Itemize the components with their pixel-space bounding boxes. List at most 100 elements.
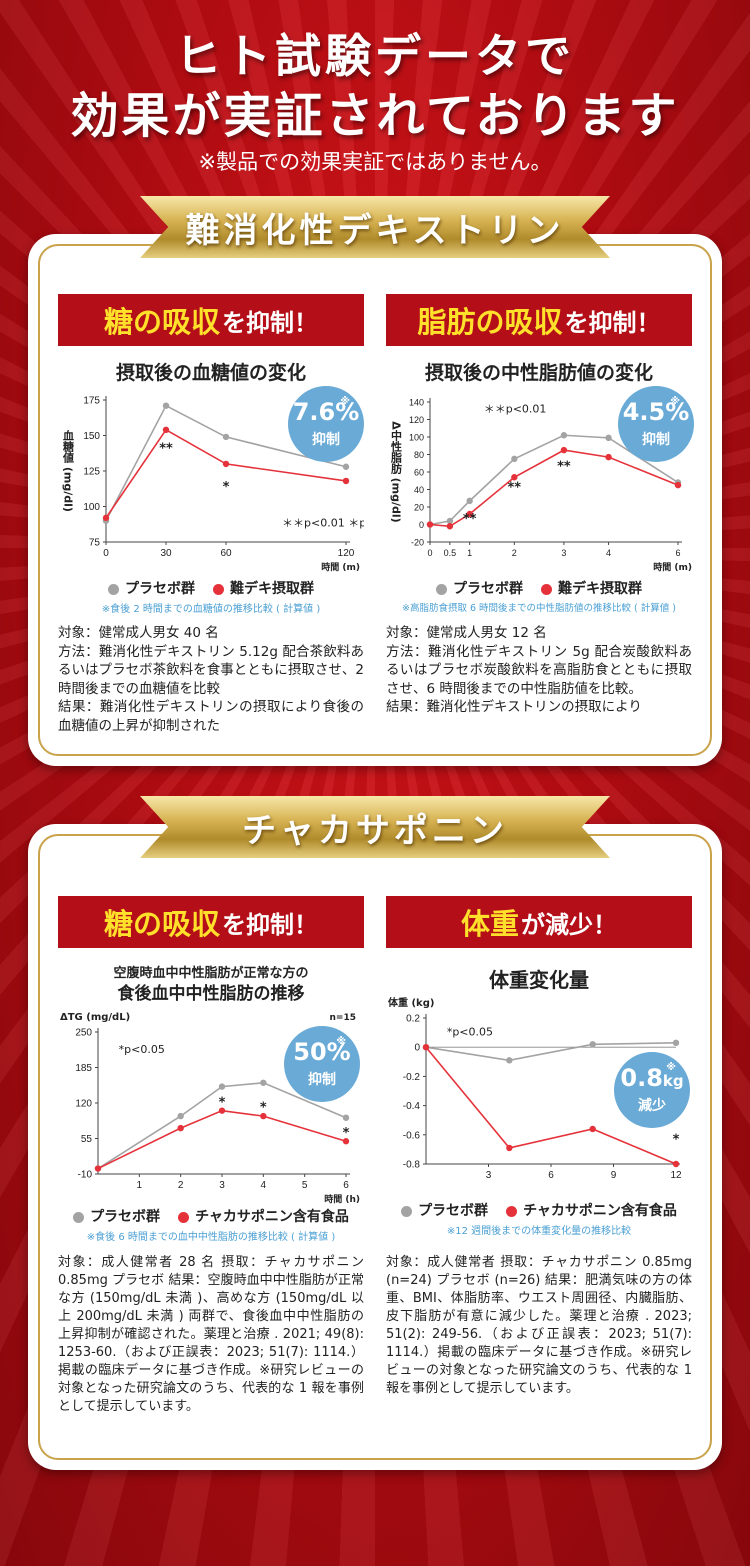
x-tick-label: 3 [561, 548, 566, 558]
chart-title: 摂取後の中性脂肪値の変化 [424, 362, 653, 384]
y-tick-label: 100 [409, 433, 424, 443]
x-tick-label: 3 [219, 1180, 225, 1191]
x-tick-label: 2 [178, 1180, 184, 1191]
data-point-treatment [162, 426, 170, 434]
data-point-treatment [342, 477, 350, 485]
y-tick-label: -0.6 [403, 1130, 421, 1141]
triglyceride-heading: 脂肪の吸収 を抑制！ [386, 294, 692, 346]
study-description: 対象：成人健常者 摂取：チャカサポニン 0.85mg (n=24) プラセボ (… [386, 1255, 692, 1396]
x-axis-label: 時間 (m) [653, 561, 692, 572]
y-tick-label: 100 [83, 502, 100, 513]
y-tick-label: 175 [83, 396, 100, 407]
badge-label: 抑制 [312, 432, 340, 448]
legend-placebo: プラセボ群 [401, 1200, 488, 1220]
chart-title: 摂取後の血糖値の変化 [115, 362, 306, 384]
data-point-placebo [511, 455, 518, 463]
x-tick-label: 5 [302, 1180, 308, 1191]
heading-rest: を抑制！ [222, 308, 318, 337]
legend-placebo-label: プラセボ群 [418, 1203, 489, 1219]
data-point-placebo [589, 1041, 596, 1048]
y-tick-label: 120 [75, 1099, 92, 1110]
annotation: ＊＊p<0.01 [484, 403, 547, 416]
weight-badge: 0.8kg ※ 減少 [614, 1052, 690, 1128]
triglyceride-legend: プラセボ群 難デキ摂取群 [386, 578, 692, 598]
study-description: 対象：健常成人男女 12 名 方法：難消化性デキストリン 5g 配合炭酸飲料ある… [386, 625, 692, 715]
legend-treatment: 難デキ摂取群 [213, 578, 314, 598]
y-tick-label: 55 [81, 1134, 93, 1145]
data-point-placebo [218, 1083, 226, 1090]
weight-heading: 体重 が減少！ [386, 896, 692, 948]
chart-footnote: ※食後 2 時間までの血糖値の推移比較 ( 計算値 ) [101, 604, 321, 615]
x-tick-label: 12 [670, 1170, 682, 1181]
headline-line-2: 効果が実証されております [70, 88, 680, 144]
study-description: 対象：健常成人男女 40 名 方法：難消化性デキストリン 5.12g 配合茶飲料… [58, 625, 364, 734]
chart-footnote: ※食後 6 時間までの血中中性脂肪の推移比較 ( 計算値 ) [86, 1232, 336, 1243]
y-tick-label: 20 [414, 503, 424, 513]
badge-mark: ※ [336, 1036, 346, 1047]
data-point-treatment [426, 521, 434, 528]
y-tick-label: 0.2 [406, 1014, 420, 1025]
data-point-treatment [342, 1138, 350, 1145]
x-axis-label: 時間 (m) [321, 561, 360, 572]
study-description: 対象：成人健常者 28 名 摂取：チャカサポニン 0.85mg プラセボ 結果：… [58, 1255, 364, 1414]
legend-treatment-label: 難デキ摂取群 [558, 581, 642, 597]
legend-placebo-label: プラセボ群 [90, 1209, 161, 1225]
series-line-placebo [425, 1042, 677, 1062]
tg-postprandial-heading: 糖の吸収 を抑制！ [58, 896, 364, 948]
data-point-treatment [672, 1160, 680, 1168]
data-point-treatment [177, 1124, 184, 1132]
triglyceride-pane: 脂肪の吸収 を抑制！ 摂取後の中性脂肪値の変化 -20 0 20 40 60 80 100 1… [386, 294, 694, 754]
x-axis-label: 時間 (h) [324, 1193, 360, 1205]
x-tick-label: 4 [606, 548, 611, 558]
y-axis-label: Δ中性脂肪 (mg/dl) [390, 421, 404, 522]
heading-highlight: 糖の吸収 [103, 305, 220, 339]
data-point-treatment [511, 474, 518, 481]
tg-postprandial-chart-wrap: -10 55 120 185 250 1 2 3 4 5 6 時間 (h) ΔTG (mg/dL) n=1… [58, 1002, 364, 1210]
badge-label: 抑制 [308, 1072, 336, 1088]
annotation: ** [508, 480, 522, 495]
section-banner-saponin: チャカサポニン [140, 796, 610, 858]
glucose-heading: 糖の吸収 を抑制！ [58, 294, 364, 346]
y-tick-label: -20 [411, 538, 424, 548]
x-tick-label: 6 [548, 1170, 554, 1181]
heading-highlight: 糖の吸収 [103, 907, 220, 941]
annotation: * [673, 1133, 680, 1148]
suppression-badge: 7.6% ※ 抑制 [288, 386, 364, 462]
data-point-placebo [342, 1114, 350, 1121]
legend-placebo-label: プラセボ群 [453, 581, 523, 597]
chart-footnote: ※12 週間後までの体重変化量の推移比較 [446, 1226, 632, 1237]
x-tick-label: 0 [427, 548, 432, 558]
x-tick-label: 3 [486, 1170, 492, 1181]
data-point-placebo [177, 1112, 184, 1120]
weight-chart: 0.2 0 -0.2 -0.4 -0.6 -0.8 3 6 9 12 体重 (kg) *p<0.05 * [388, 996, 682, 1181]
data-point-placebo [560, 432, 568, 439]
badge-mark: ※ [666, 1062, 676, 1073]
y-tick-label: 0 [419, 520, 424, 530]
y-tick-label: 120 [409, 415, 424, 425]
series-line-placebo [105, 404, 347, 522]
data-point-treatment [102, 514, 110, 522]
tg-postprandial-legend: プラセボ群 チャカサポニン含有食品 [58, 1206, 364, 1226]
annotation: * [223, 480, 230, 495]
chart-subtitle: 空腹時血中中性脂肪が正常な方の [113, 966, 309, 981]
weight-chart-wrap: 0.2 0 -0.2 -0.4 -0.6 -0.8 3 6 9 12 体重 (kg) *p<0.05 * [386, 994, 692, 1190]
saponin-card: 糖の吸収 を抑制！ 空腹時血中中性脂肪が正常な方の 食後血中中性脂肪の推移 -1… [28, 824, 722, 1470]
badge-label: 抑制 [642, 432, 670, 448]
y-tick-label: 150 [83, 431, 100, 442]
data-point-treatment [589, 1125, 596, 1133]
data-point-treatment [506, 1144, 513, 1152]
legend-treatment: チャカサポニン含有食品 [506, 1200, 677, 1220]
annotation: * [343, 1126, 350, 1141]
data-point-treatment [94, 1165, 102, 1172]
data-point-treatment [605, 453, 612, 461]
glucose-legend: プラセボ群 難デキ摂取群 [58, 578, 364, 598]
data-point-placebo [162, 402, 170, 409]
heading-highlight: 体重 [460, 907, 519, 941]
data-point-treatment [260, 1112, 267, 1120]
legend-placebo: プラセボ群 [73, 1206, 160, 1226]
x-tick-label: 1 [137, 1180, 143, 1191]
badge-value: 4.5% [622, 398, 690, 426]
series-line-treatment [425, 1046, 677, 1165]
data-point-placebo [260, 1079, 267, 1086]
header-note: ※製品での効果実証ではありません。 [198, 150, 552, 174]
